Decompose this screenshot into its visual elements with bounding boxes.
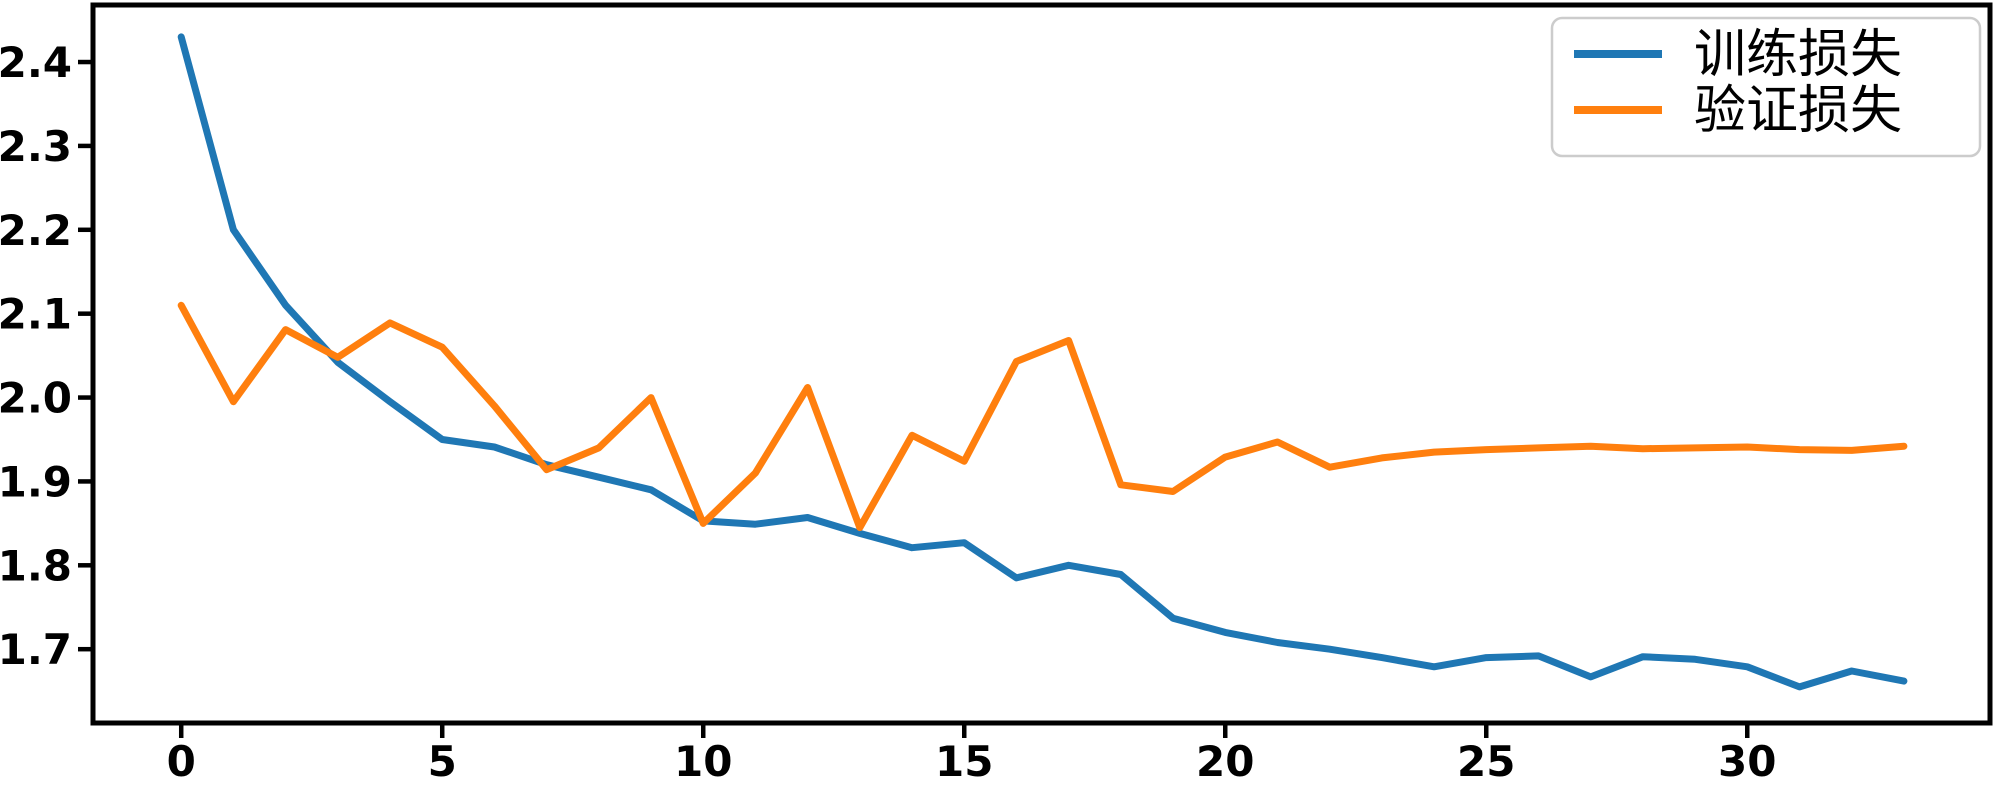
- legend-train-loss-label: 训练损失: [1694, 27, 1902, 84]
- x-axis-tick-label: 10: [674, 737, 732, 786]
- y-axis-tick-label: 1.9: [0, 457, 72, 506]
- x-axis-tick-label: 15: [935, 737, 993, 786]
- y-axis-tick-label: 1.8: [0, 541, 72, 590]
- x-axis-tick-label: 5: [428, 737, 457, 786]
- y-axis-tick-label: 2.3: [0, 122, 72, 171]
- val-loss-line: [177, 301, 1908, 532]
- y-axis-tick-label: 2.1: [0, 290, 72, 339]
- y-axis-tick-label: 1.7: [0, 625, 72, 674]
- x-axis-tick-label: 0: [167, 737, 196, 786]
- x-axis-tick-label: 20: [1196, 737, 1254, 786]
- plot-border: [90, 2, 1993, 726]
- x-axis-tick-label: 25: [1457, 737, 1515, 786]
- y-axis-tick-label: 2.2: [0, 206, 72, 255]
- legend-val-loss-label: 验证损失: [1694, 83, 1902, 140]
- y-axis-tick-label: 2.0: [0, 374, 72, 423]
- train-loss-line: [177, 33, 1908, 691]
- y-axis-tick-label: 2.4: [0, 38, 72, 87]
- x-axis-tick-label: 30: [1718, 737, 1776, 786]
